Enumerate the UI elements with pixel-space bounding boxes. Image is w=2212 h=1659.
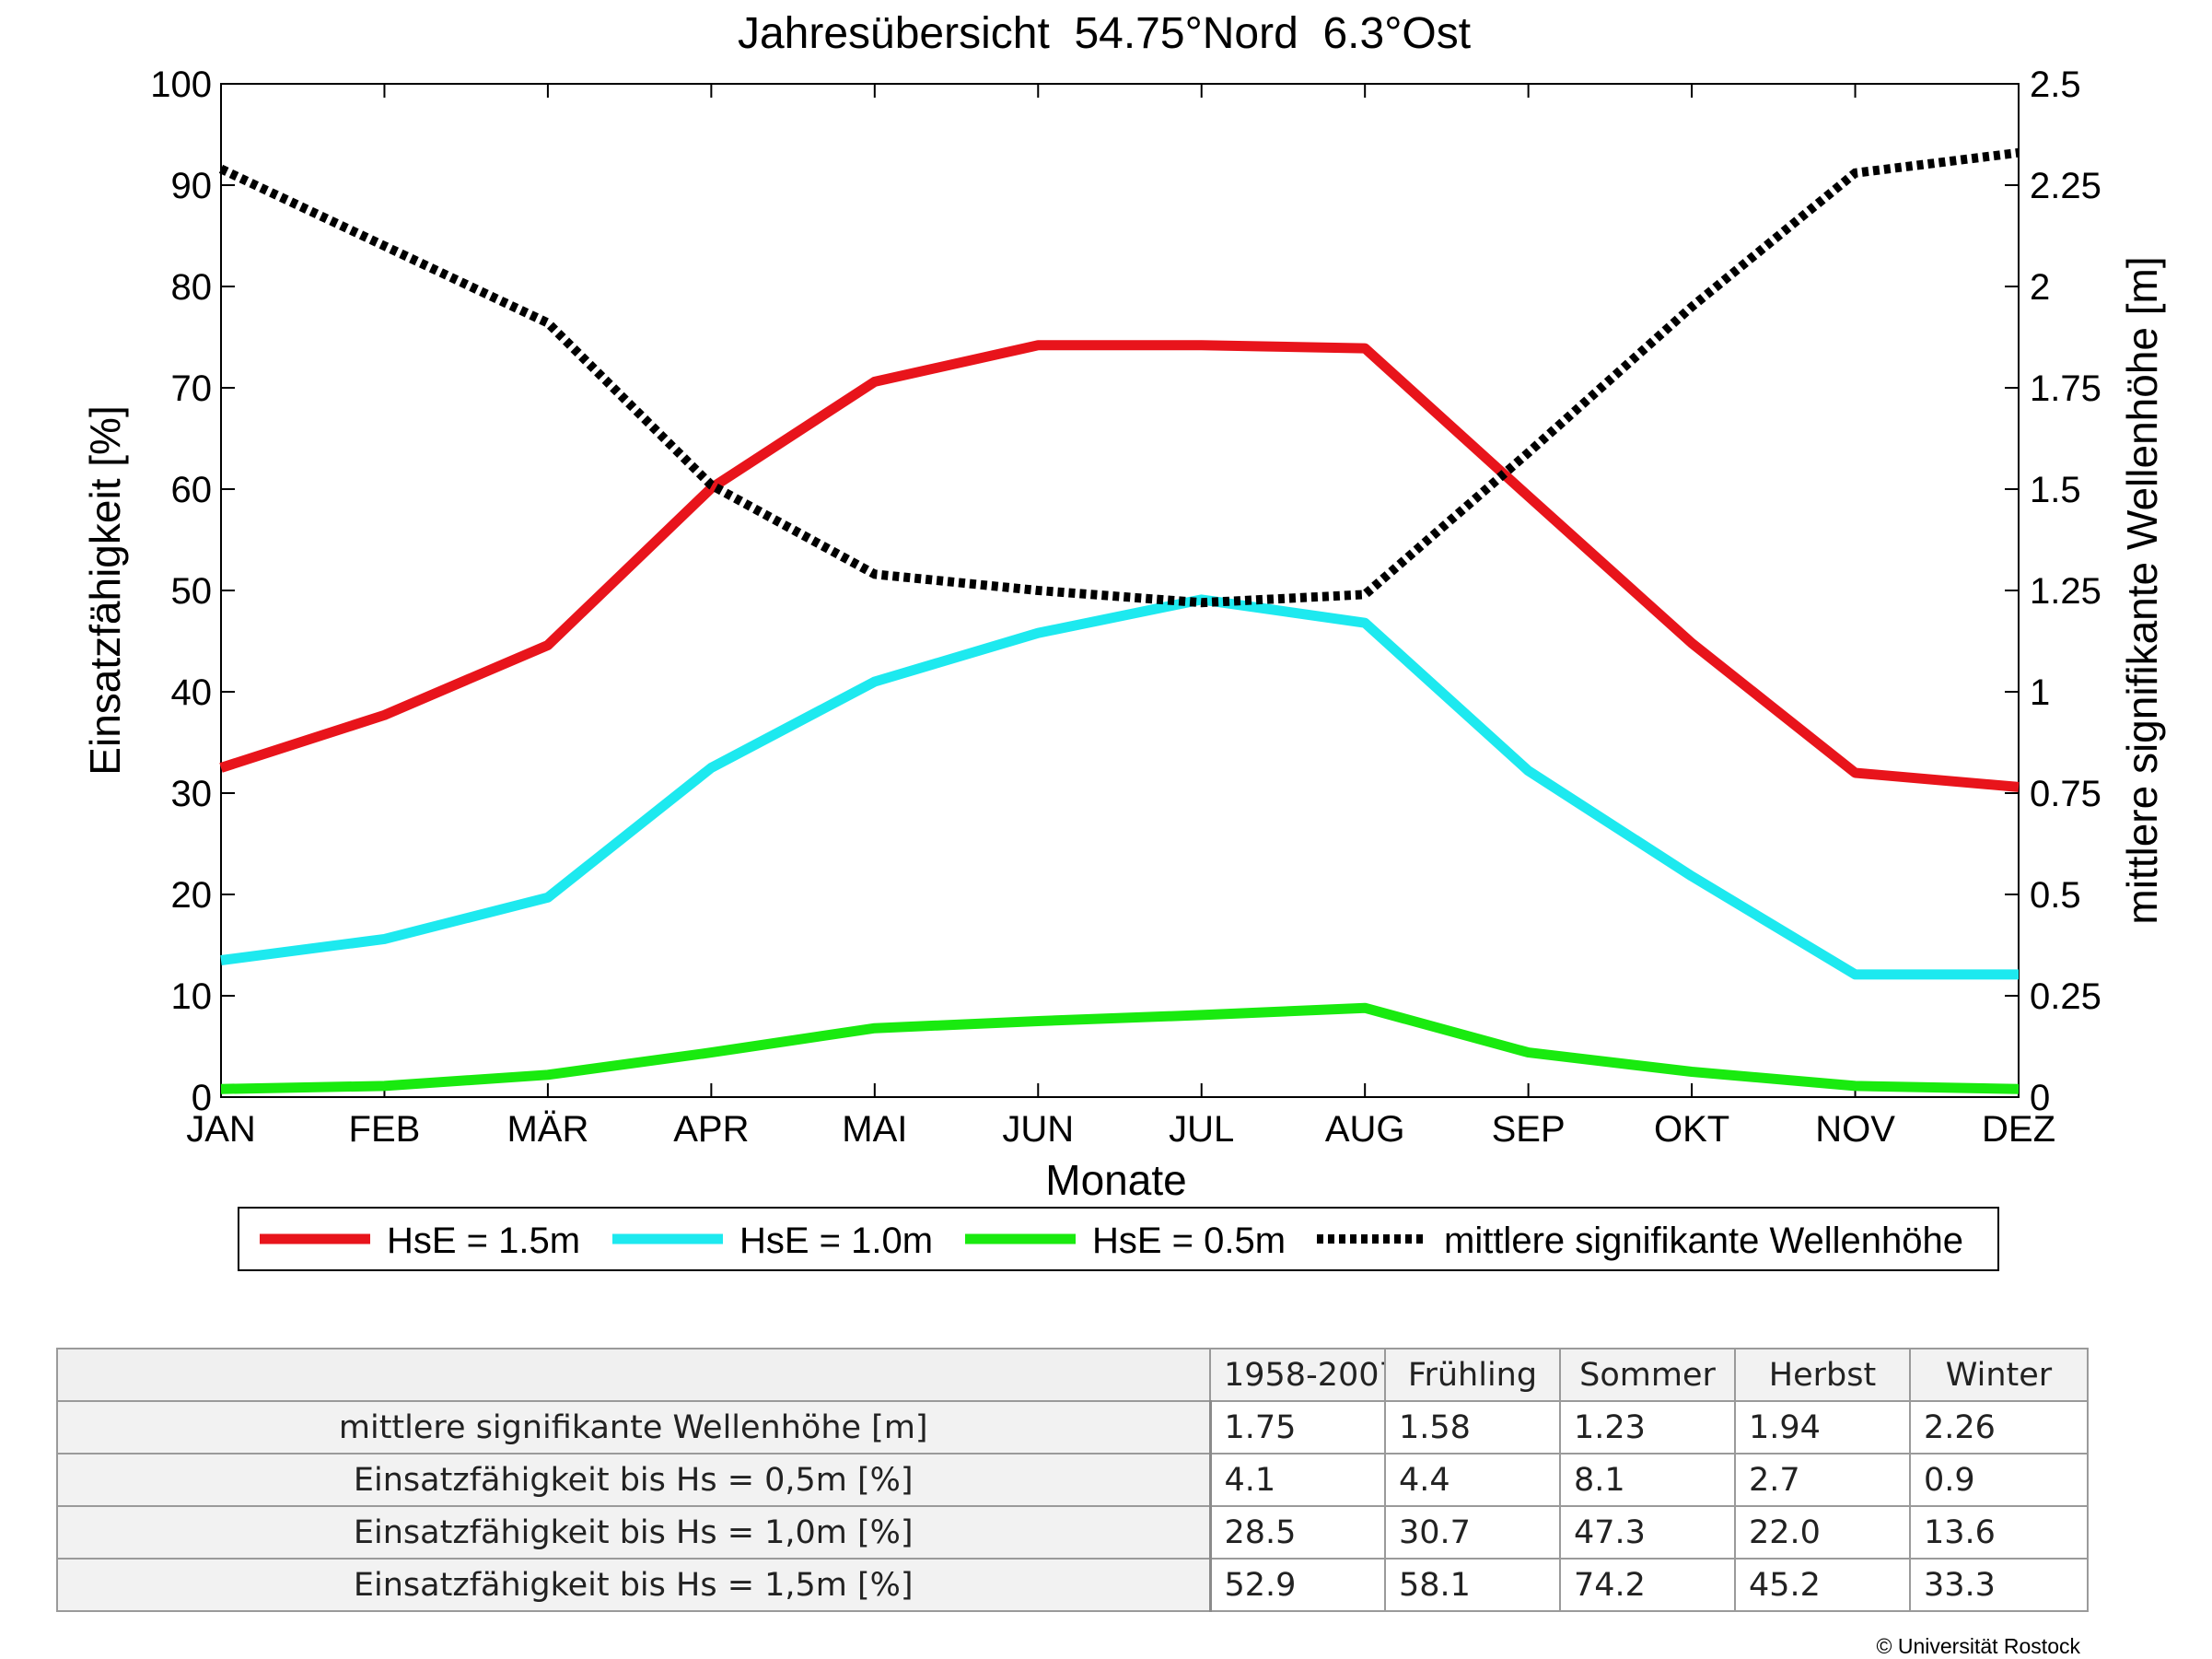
series-layer bbox=[218, 147, 2020, 1094]
x-tick-label: MAI bbox=[842, 1109, 907, 1150]
table-cell: 8.1 bbox=[1559, 1453, 1736, 1507]
y-right-tick-label: 0 bbox=[2030, 1078, 2050, 1118]
x-tick-label: JAN bbox=[186, 1109, 256, 1150]
table-row: Einsatzfähigkeit bis Hs = 0,5m [%] 4.1 4… bbox=[56, 1453, 2089, 1507]
x-tick-label: JUN bbox=[1002, 1109, 1074, 1150]
table-cell: 13.6 bbox=[1909, 1505, 2089, 1560]
x-axis-label: Monate bbox=[1045, 1156, 1186, 1204]
legend-box bbox=[238, 1207, 1999, 1271]
table-header-row: 1958-2007 Frühling Sommer Herbst Winter bbox=[56, 1348, 2089, 1402]
x-tick-label: AUG bbox=[1325, 1109, 1405, 1150]
series-line bbox=[220, 594, 2019, 980]
y-left-tick-label: 20 bbox=[171, 875, 213, 916]
table-row: Einsatzfähigkeit bis Hs = 1,0m [%] 28.5 … bbox=[56, 1505, 2089, 1560]
x-tick-label: FEB bbox=[349, 1109, 421, 1150]
chart-title: Jahresübersicht 54.75°Nord 6.3°Ost bbox=[738, 9, 1471, 58]
x-tick-label: DEZ bbox=[1982, 1109, 2055, 1150]
y-right-tick-label: 2.5 bbox=[2030, 64, 2081, 105]
y-left-tick-label: 30 bbox=[171, 774, 213, 814]
x-tick-label: SEP bbox=[1492, 1109, 1566, 1150]
summary-table: 1958-2007 Frühling Sommer Herbst Winter … bbox=[56, 1348, 2089, 1612]
plot-area bbox=[220, 83, 2020, 1098]
table-cell: 2.7 bbox=[1734, 1453, 1911, 1507]
table-row-label: Einsatzfähigkeit bis Hs = 0,5m [%] bbox=[56, 1453, 1212, 1507]
table-cell: 28.5 bbox=[1209, 1505, 1386, 1560]
legend-label: HsE = 1.0m bbox=[739, 1221, 933, 1261]
x-tick-label: OKT bbox=[1654, 1109, 1729, 1150]
y-left-tick-label: 100 bbox=[150, 64, 212, 105]
y-right-tick-label: 2 bbox=[2030, 267, 2050, 308]
y-left-tick-label: 80 bbox=[171, 267, 213, 308]
table-row-label: Einsatzfähigkeit bis Hs = 1,5m [%] bbox=[56, 1558, 1212, 1612]
table-cell: 45.2 bbox=[1734, 1558, 1911, 1612]
table-row-label: Einsatzfähigkeit bis Hs = 1,0m [%] bbox=[56, 1505, 1212, 1560]
table-cell: 1.23 bbox=[1559, 1400, 1736, 1455]
legend-label: HsE = 1.5m bbox=[387, 1221, 580, 1261]
legend-label: mittlere signifikante Wellenhöhe bbox=[1444, 1221, 1963, 1261]
x-tick-label: NOV bbox=[1815, 1109, 1895, 1150]
x-tick-label: MÄR bbox=[506, 1109, 588, 1150]
copyright-notice: © Universität Rostock bbox=[1876, 1634, 2080, 1658]
legend: HsE = 1.5m HsE = 1.0m HsE = 0.5m mittlere s… bbox=[260, 1221, 1963, 1261]
table-cell: 1.58 bbox=[1384, 1400, 1561, 1455]
table-cell: 33.3 bbox=[1909, 1558, 2089, 1612]
table-column-header: 1958-2007 bbox=[1209, 1348, 1386, 1402]
table-row: mittlere signifikante Wellenhöhe [m] 1.7… bbox=[56, 1400, 2089, 1455]
table-column-header: Sommer bbox=[1559, 1348, 1736, 1402]
table-column-header: Herbst bbox=[1734, 1348, 1911, 1402]
y-right-tick-label: 1.5 bbox=[2030, 470, 2081, 510]
y-left-axis-label: Einsatzfähigkeit [%] bbox=[81, 405, 129, 775]
table-column-header: Frühling bbox=[1384, 1348, 1561, 1402]
table-cell: 52.9 bbox=[1209, 1558, 1386, 1612]
y-right-tick-label: 1 bbox=[2030, 672, 2050, 713]
y-left-tick-label: 60 bbox=[171, 470, 213, 510]
chart: Jahresübersicht 54.75°Nord 6.3°Ost JAN FE… bbox=[81, 9, 2166, 1271]
y-left-tick-label: 0 bbox=[192, 1078, 212, 1118]
table-cell: 22.0 bbox=[1734, 1505, 1911, 1560]
y-left-tick-label: 70 bbox=[171, 368, 213, 409]
y-left-tick-label: 10 bbox=[171, 976, 213, 1017]
series-line bbox=[220, 1002, 2020, 1094]
y-right-tick-label: 2.25 bbox=[2030, 166, 2101, 206]
table-cell: 1.94 bbox=[1734, 1400, 1911, 1455]
y-right-tick-label: 1.75 bbox=[2030, 368, 2101, 409]
y-left-tick-label: 50 bbox=[171, 571, 213, 612]
y-right-tick-labels: 0 0.25 0.5 0.75 1 1.25 1.5 1.75 2 2.25 2.5 bbox=[2030, 64, 2101, 1118]
x-tick-label: JUL bbox=[1169, 1109, 1234, 1150]
y-left-tick-labels: 0 10 20 30 40 50 60 70 80 90 100 bbox=[150, 64, 212, 1118]
y-right-tick-label: 0.25 bbox=[2030, 976, 2101, 1017]
series-line bbox=[218, 147, 2020, 608]
y-right-axis-label: mittlere signifikante Wellenhöhe [m] bbox=[2118, 256, 2166, 924]
legend-label: HsE = 0.5m bbox=[1092, 1221, 1286, 1261]
table-cell: 4.4 bbox=[1384, 1453, 1561, 1507]
table-cell: 2.26 bbox=[1909, 1400, 2089, 1455]
table-column-header: Winter bbox=[1909, 1348, 2089, 1402]
y-left-tick-label: 90 bbox=[171, 166, 213, 206]
table-cell: 74.2 bbox=[1559, 1558, 1736, 1612]
table-cell: 4.1 bbox=[1209, 1453, 1386, 1507]
table-row-label: mittlere signifikante Wellenhöhe [m] bbox=[56, 1400, 1212, 1455]
table-cell: 30.7 bbox=[1384, 1505, 1561, 1560]
x-tick-labels: JAN FEB MÄR APR MAI JUN JUL AUG SEP OKT NOV DEZ bbox=[186, 1109, 2055, 1150]
table-cell: 47.3 bbox=[1559, 1505, 1736, 1560]
table-cell: 0.9 bbox=[1909, 1453, 2089, 1507]
table-cell: 58.1 bbox=[1384, 1558, 1561, 1612]
y-right-tick-label: 0.75 bbox=[2030, 774, 2101, 814]
table-corner-cell bbox=[56, 1348, 1211, 1402]
series-line bbox=[219, 340, 2020, 792]
table-row: Einsatzfähigkeit bis Hs = 1,5m [%] 52.9 … bbox=[56, 1558, 2089, 1612]
y-right-tick-label: 1.25 bbox=[2030, 571, 2101, 612]
x-tick-label: APR bbox=[673, 1109, 749, 1150]
y-right-tick-label: 0.5 bbox=[2030, 875, 2081, 916]
table-cell: 1.75 bbox=[1209, 1400, 1386, 1455]
y-left-tick-label: 40 bbox=[171, 672, 213, 713]
